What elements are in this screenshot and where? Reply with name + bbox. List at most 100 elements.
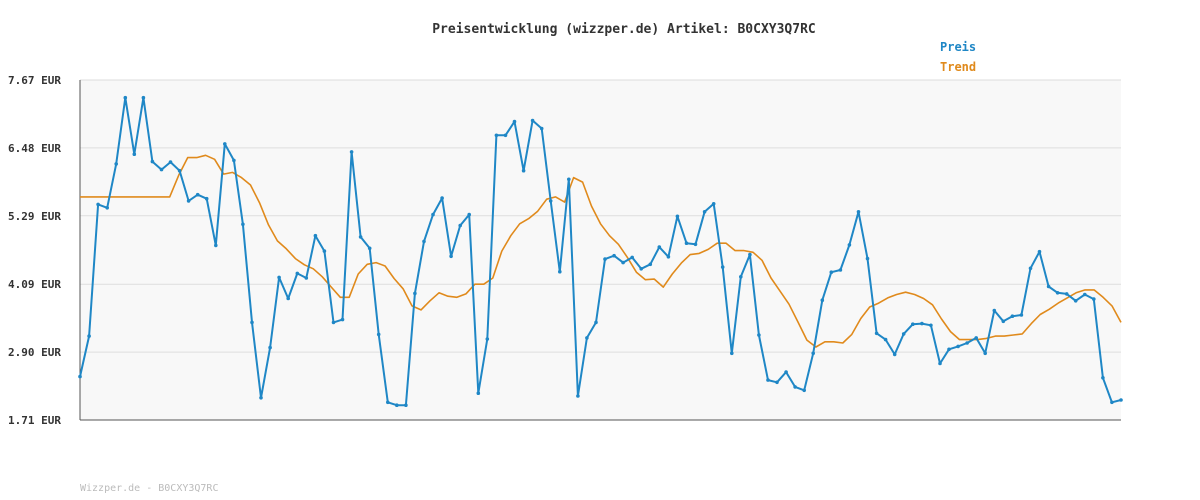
data-point-preis <box>1046 284 1051 289</box>
data-point-preis <box>277 275 281 280</box>
footer-watermark: Wizzper.de - B0CXY3Q7RC <box>80 483 218 494</box>
data-point-preis <box>684 241 689 245</box>
data-point-preis <box>621 260 625 265</box>
data-point-preis <box>983 351 987 356</box>
data-point-preis <box>340 317 345 322</box>
plot-background <box>80 80 1121 420</box>
data-point-preis <box>413 291 417 296</box>
data-point-preis <box>874 331 879 336</box>
data-point-preis <box>558 269 562 274</box>
data-point-preis <box>159 167 164 172</box>
legend-trend: Trend <box>940 60 976 74</box>
data-point-preis <box>395 403 399 408</box>
data-point-preis <box>204 196 209 201</box>
data-point-preis <box>802 388 806 393</box>
data-point-preis <box>295 271 300 276</box>
series-layer <box>78 95 1123 408</box>
data-point-preis <box>304 276 309 280</box>
data-point-preis <box>911 322 915 327</box>
data-point-preis <box>367 246 372 251</box>
data-point-preis <box>87 334 91 338</box>
data-point-preis <box>820 298 825 303</box>
data-point-preis <box>892 352 897 357</box>
data-point-preis <box>1101 376 1105 380</box>
y-tick-labels: 1.71 EUR 2.90 EUR 4.09 EUR 5.29 EUR 6.48 EUR… <box>8 74 61 427</box>
data-point-preis <box>105 206 109 210</box>
data-point-preis <box>458 223 463 228</box>
data-point-preis <box>1073 299 1078 303</box>
data-point-preis <box>865 256 870 261</box>
data-point-preis <box>512 119 517 124</box>
data-point-preis <box>250 320 254 325</box>
data-point-preis <box>485 337 490 341</box>
data-point-preis <box>739 275 743 279</box>
data-point-preis <box>168 160 173 164</box>
data-point-preis <box>757 333 761 337</box>
data-point-preis <box>141 95 146 100</box>
data-point-preis <box>1083 292 1087 297</box>
data-point-preis <box>494 133 499 138</box>
data-point-preis <box>232 158 236 163</box>
y-tick-label: 6.48 EUR <box>8 142 61 155</box>
y-tick-label: 1.71 EUR <box>8 414 61 427</box>
data-point-preis <box>838 268 843 272</box>
data-point-preis <box>847 243 852 247</box>
data-point-preis <box>603 257 607 261</box>
data-point-preis <box>431 212 435 217</box>
data-point-preis <box>331 320 336 325</box>
data-point-preis <box>449 254 453 259</box>
data-point-preis <box>639 267 643 271</box>
data-point-preis <box>974 336 978 340</box>
data-point-preis <box>594 320 598 325</box>
data-point-preis <box>132 152 137 156</box>
data-point-preis <box>1110 400 1114 405</box>
data-point-preis <box>711 202 716 206</box>
data-point-preis <box>177 168 182 173</box>
data-point-preis <box>938 361 942 366</box>
data-point-preis <box>78 374 82 379</box>
y-tick-label: 2.90 EUR <box>8 346 61 359</box>
y-tick-label: 7.67 EUR <box>8 74 61 87</box>
data-point-preis <box>720 265 725 269</box>
data-point-preis <box>1010 314 1015 319</box>
data-point-preis <box>214 243 218 248</box>
y-tick-label: 4.09 EUR <box>8 278 61 291</box>
data-point-preis <box>766 378 770 382</box>
data-point-preis <box>223 142 227 146</box>
data-point-preis <box>1001 319 1006 324</box>
data-point-preis <box>440 196 444 200</box>
data-point-preis <box>965 341 969 345</box>
data-point-preis <box>811 351 815 356</box>
data-point-preis <box>503 133 508 138</box>
data-point-preis <box>856 210 861 214</box>
data-point-preis <box>956 344 960 349</box>
series-line-preis <box>79 96 1122 407</box>
data-point-preis <box>286 296 291 301</box>
data-point-preis <box>96 202 100 207</box>
data-point-preis <box>422 239 426 244</box>
data-point-preis <box>376 332 381 337</box>
data-point-preis <box>630 255 634 260</box>
data-point-preis <box>784 370 788 374</box>
data-point-preis <box>1092 297 1096 301</box>
data-point-preis <box>1037 249 1042 254</box>
data-point-preis <box>1028 266 1033 271</box>
data-point-preis <box>748 252 752 257</box>
data-point-preis <box>259 396 263 400</box>
data-point-preis <box>1119 398 1123 402</box>
data-point-preis <box>920 321 924 326</box>
data-point-preis <box>702 210 707 214</box>
data-point-preis <box>1064 292 1069 296</box>
data-point-preis <box>666 254 671 259</box>
data-point-preis <box>476 391 481 396</box>
data-point-preis <box>657 245 662 249</box>
data-point-preis <box>775 380 779 385</box>
data-point-preis <box>576 394 580 398</box>
data-point-preis <box>322 249 327 253</box>
data-point-preis <box>186 199 191 203</box>
data-point-preis <box>404 403 408 408</box>
data-point-preis <box>585 336 589 340</box>
data-point-preis <box>386 400 390 405</box>
